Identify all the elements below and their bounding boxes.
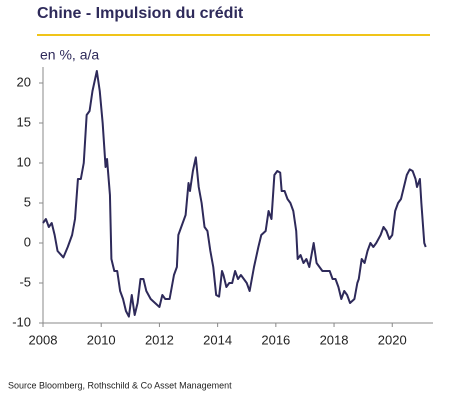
x-tick-label: 2012 <box>145 332 174 347</box>
x-tick-label: 2020 <box>378 332 407 347</box>
data-line <box>42 70 427 318</box>
source: Source Bloomberg, Rothschild & Co Asset … <box>8 380 232 390</box>
x-tick-label: 2010 <box>87 332 116 347</box>
y-tick-label: -5 <box>19 274 31 289</box>
y-tick-label: 0 <box>24 234 31 249</box>
x-tick-label: 2014 <box>203 332 232 347</box>
x-tick-label: 2008 <box>29 332 58 347</box>
y-tick-label: -10 <box>12 314 31 329</box>
subtitle: en %, a/a <box>40 47 99 63</box>
y-tick-label: 20 <box>17 74 31 89</box>
y-tick-label: 15 <box>17 114 31 129</box>
x-tick-label: 2016 <box>261 332 290 347</box>
y-tick-label: 5 <box>24 194 31 209</box>
x-tick-label: 2018 <box>320 332 349 347</box>
y-tick-label: 10 <box>17 154 31 169</box>
chart-title: Chine - Impulsion du crédit <box>37 5 244 22</box>
